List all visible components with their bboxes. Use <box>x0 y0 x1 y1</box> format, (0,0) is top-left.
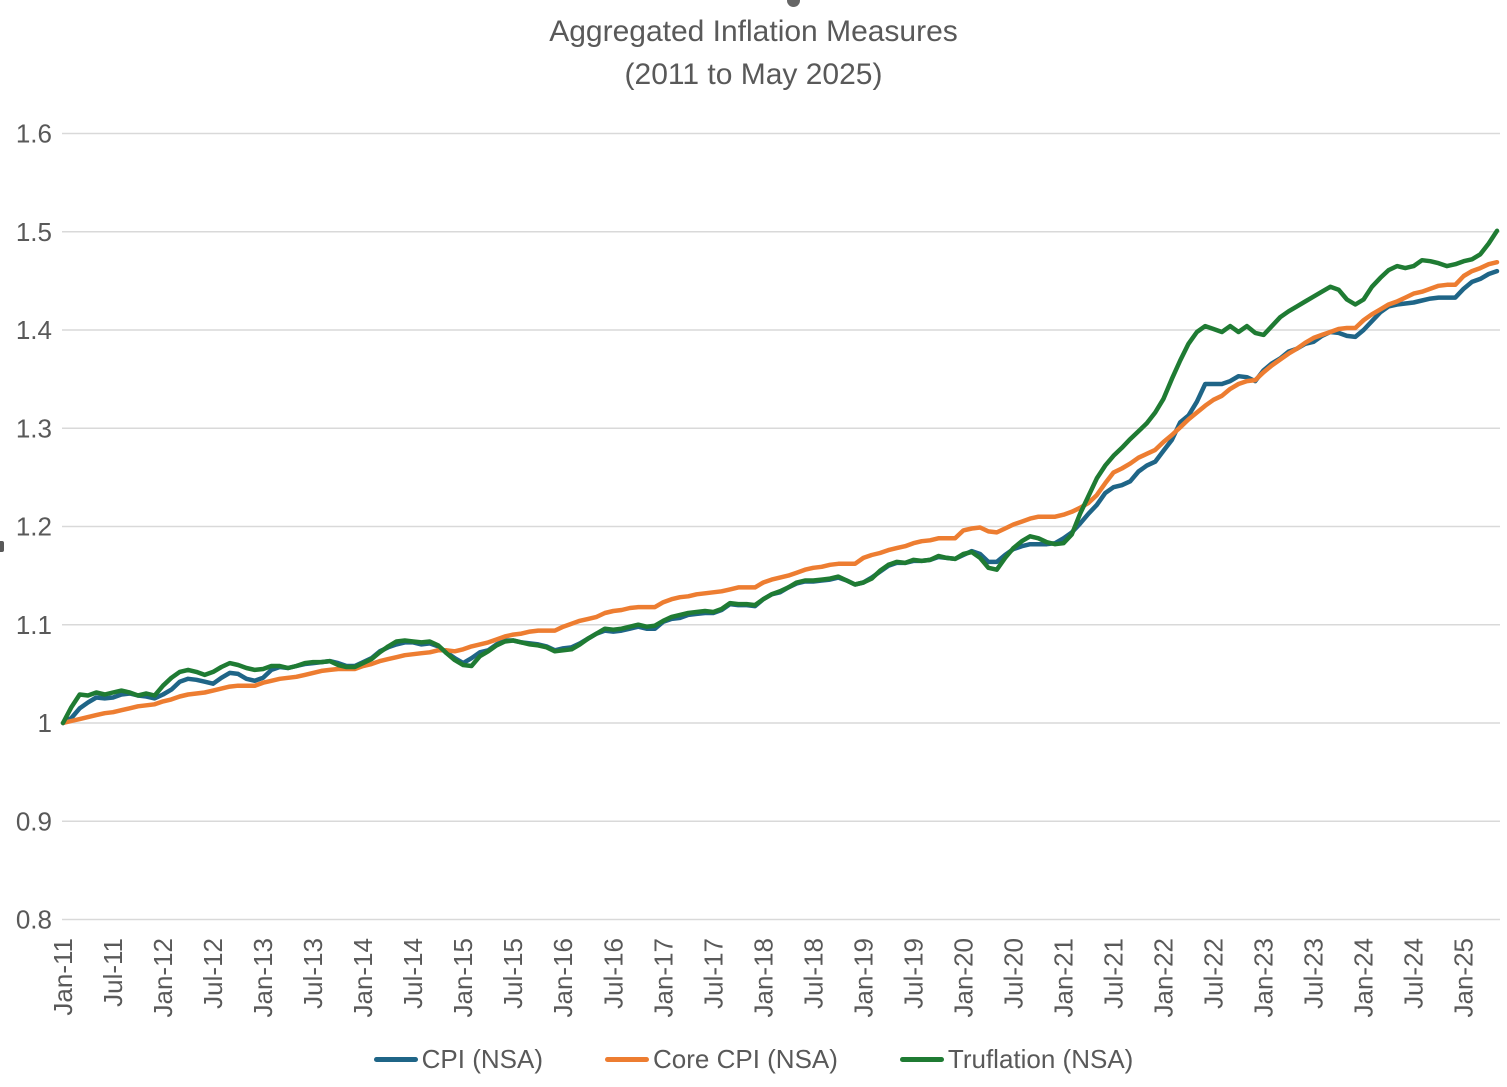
clipped-title-fragment <box>787 0 800 7</box>
chart-title-line1: Aggregated Inflation Measures <box>549 15 958 48</box>
chart-title-line2: (2011 to May 2025) <box>624 58 883 91</box>
clipped-y-axis-title-fragment <box>0 541 4 552</box>
core-cpi-line-swatch-icon <box>605 1057 649 1062</box>
x-axis-tick-label: Jan-17 <box>648 938 678 1018</box>
y-axis-tick-label: 0.8 <box>16 905 52 935</box>
legend-item-cpi: CPI (NSA) <box>373 1044 543 1075</box>
x-axis-tick-label: Jan-21 <box>1048 938 1078 1018</box>
x-axis-tick-label: Jul-16 <box>598 938 628 1009</box>
x-axis-tick-label: Jan-18 <box>748 938 778 1018</box>
x-axis-tick-label: Jul-20 <box>998 938 1028 1009</box>
x-axis-tick-label: Jul-13 <box>298 938 328 1009</box>
y-axis-tick-label: 1.6 <box>16 119 52 149</box>
cpi-line-swatch-icon <box>373 1057 418 1062</box>
x-axis-tick-label: Jan-25 <box>1449 938 1479 1018</box>
y-axis-tick-label: 0.9 <box>16 806 52 836</box>
chart-legend: CPI (NSA) Core CPI (NSA) Truflation (NSA… <box>0 1044 1507 1075</box>
truflation-line-swatch-icon <box>899 1057 944 1062</box>
legend-label-truflation: Truflation (NSA) <box>947 1044 1134 1074</box>
chart-title: Aggregated Inflation Measures (2011 to M… <box>0 10 1507 96</box>
legend-item-core-cpi: Core CPI (NSA) <box>605 1044 838 1075</box>
x-axis-tick-label: Jan-19 <box>848 938 878 1018</box>
y-axis-tick-label: 1 <box>38 708 52 738</box>
x-axis-tick-label: Jan-24 <box>1349 938 1379 1018</box>
y-axis-tick-label: 1.5 <box>16 217 52 247</box>
x-axis-tick-label: Jan-13 <box>248 938 278 1018</box>
x-axis-tick-label: Jul-19 <box>898 938 928 1009</box>
series-line-truflation-nsa- <box>60 228 1500 726</box>
x-axis-tick-label: Jul-15 <box>498 938 528 1009</box>
legend-item-truflation: Truflation (NSA) <box>899 1044 1134 1075</box>
x-axis-tick-label: Jan-15 <box>448 938 478 1018</box>
y-axis-tick-label: 1.2 <box>16 512 52 542</box>
y-axis-tick-label: 1.3 <box>16 413 52 443</box>
legend-label-core-cpi: Core CPI (NSA) <box>653 1044 838 1074</box>
x-axis-tick-label: Jul-21 <box>1098 938 1128 1009</box>
x-axis-tick-label: Jan-23 <box>1249 938 1279 1018</box>
x-axis-tick-label: Jul-17 <box>698 938 728 1009</box>
x-axis-tick-label: Jan-11 <box>48 938 78 1016</box>
x-axis-tick-label: Jul-12 <box>198 938 228 1009</box>
y-axis-tick-label: 1.1 <box>16 610 52 640</box>
x-axis-tick-label: Jul-23 <box>1299 938 1329 1009</box>
x-axis-tick-label: Jan-12 <box>148 938 178 1018</box>
x-axis-tick-label: Jul-22 <box>1199 938 1229 1009</box>
y-axis-tick-label: 1.4 <box>16 315 52 345</box>
x-axis-tick-label: Jan-22 <box>1149 938 1179 1018</box>
x-axis-tick-label: Jul-18 <box>798 938 828 1009</box>
x-axis-tick-label: Jan-20 <box>948 938 978 1018</box>
series-line-cpi-nsa- <box>60 268 1500 726</box>
x-axis-tick-label: Jan-16 <box>548 938 578 1018</box>
x-axis-tick-label: Jul-11 <box>98 938 128 1007</box>
series-line-core-cpi-nsa- <box>60 259 1500 726</box>
x-axis-tick-label: Jan-14 <box>348 938 378 1018</box>
x-axis-tick-label: Jul-14 <box>398 938 428 1009</box>
x-axis-tick-label: Jul-24 <box>1399 938 1429 1009</box>
legend-label-cpi: CPI (NSA) <box>421 1044 543 1074</box>
